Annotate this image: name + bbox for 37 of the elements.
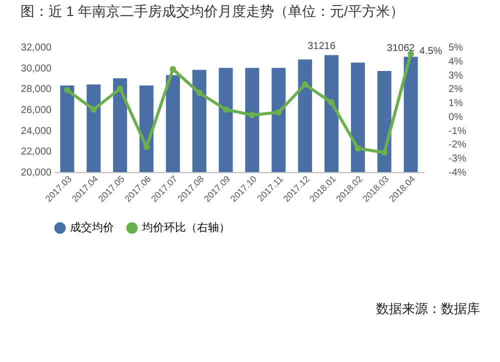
source-note: 数据来源：数据库 — [375, 300, 480, 318]
y2-tick-label: -1% — [448, 126, 466, 137]
point — [170, 66, 176, 72]
point — [116, 86, 124, 92]
data-label: 4.5% — [419, 46, 442, 57]
y-tick-label: 28,000 — [20, 84, 52, 96]
y2-tick-label: 1% — [448, 98, 464, 110]
y-tick-label: 32,000 — [20, 42, 52, 54]
point — [222, 106, 229, 113]
data-label: 31062 — [386, 42, 416, 54]
y-tick-label: 24,000 — [20, 126, 52, 137]
y-tick-label: 30,000 — [20, 63, 52, 74]
y-tick-label: 20,000 — [20, 168, 52, 178]
y2-tick-label: 4% — [448, 56, 464, 68]
y2-tick-label: -4% — [448, 168, 466, 178]
point — [354, 145, 362, 152]
legend-label: 均价环比（右轴） — [141, 221, 230, 234]
y2-tick-label: 3% — [448, 70, 464, 82]
point — [328, 99, 335, 106]
point — [275, 109, 282, 116]
data-label: 31216 — [308, 41, 336, 52]
legend-label: 成交均价 — [70, 221, 114, 234]
point — [90, 106, 97, 113]
point — [302, 81, 308, 88]
y2-tick-label: 0% — [448, 112, 464, 123]
point — [249, 112, 256, 118]
y2-tick-label: 5% — [448, 42, 464, 54]
point — [64, 86, 70, 94]
y-tick-label: 22,000 — [20, 146, 52, 158]
y2-tick-label: 2% — [448, 84, 464, 96]
y-tick-label: 26,000 — [20, 105, 52, 116]
point — [143, 144, 150, 150]
y2-tick-label: -2% — [448, 140, 466, 151]
point — [196, 90, 203, 96]
chart-title: 图：近 1 年南京二手房成交均价月度走势（单位：元/平方米） — [20, 3, 404, 20]
point — [381, 149, 388, 156]
y2-tick-label: -3% — [448, 154, 466, 165]
